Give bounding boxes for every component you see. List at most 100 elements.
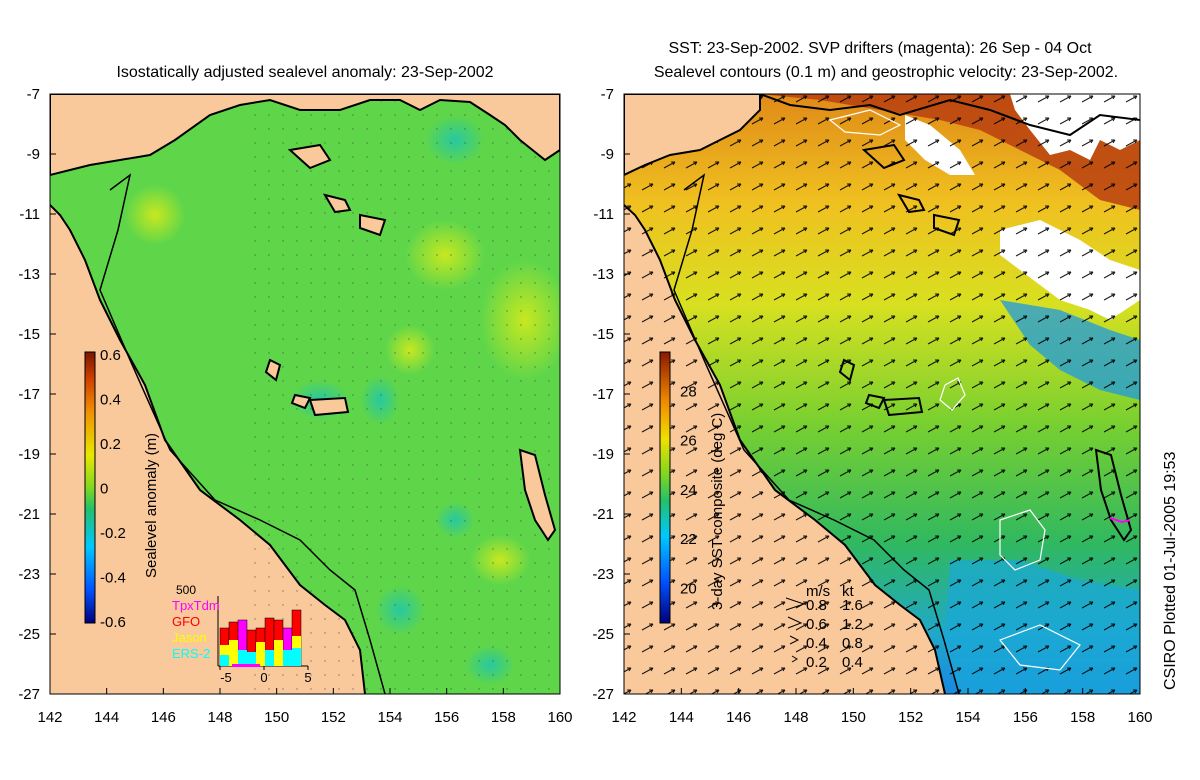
colorbar-tick-label: 28 xyxy=(680,383,697,400)
left-map xyxy=(50,94,560,694)
colorbar-tick-label: 26 xyxy=(680,433,697,450)
left-map-title: Isostatically adjusted sealevel anomaly:… xyxy=(116,64,494,81)
colorbar-tick-label: 24 xyxy=(680,482,697,499)
velocity-key-ms: 0.8 xyxy=(806,597,827,614)
x-tick-label: 144 xyxy=(669,709,694,726)
x-tick-label: 156 xyxy=(1013,709,1038,726)
velocity-key-rows: 0.8 1.6 0.6 1.2 0.4 0.8 0.2 0.4 xyxy=(806,597,863,671)
x-tick-label: 148 xyxy=(783,709,808,726)
inset-x-tick-label: 0 xyxy=(260,670,267,685)
velocity-key-kt: 1.6 xyxy=(842,597,863,614)
y-tick-label: -19 xyxy=(18,446,40,463)
x-tick-label: 142 xyxy=(611,709,636,726)
left-islands xyxy=(264,143,387,417)
right-sealevel-contours xyxy=(828,109,1081,671)
inset-legend-item: ERS-2 xyxy=(172,646,210,661)
inset-bars xyxy=(219,609,302,667)
y-tick-label: -25 xyxy=(592,626,614,643)
right-map xyxy=(624,94,1140,694)
right-colorbar xyxy=(659,351,671,624)
inset-x-tick-label: 5 xyxy=(304,670,311,685)
x-tick-label: 152 xyxy=(321,709,346,726)
inset-legend-item: GFO xyxy=(172,614,200,629)
velocity-key-header-kt: kt xyxy=(842,583,855,600)
colorbar-tick-label: 20 xyxy=(680,581,697,598)
x-tick-label: 152 xyxy=(898,709,923,726)
left-new-caledonia xyxy=(518,448,557,542)
velocity-key-kt: 1.2 xyxy=(842,616,863,633)
y-tick-label: -21 xyxy=(592,506,614,523)
plot-credit: CSIRO Plotted 01-Jul-2005 19:53 xyxy=(1162,451,1179,690)
x-tick-label: 154 xyxy=(377,709,402,726)
y-tick-label: -27 xyxy=(18,686,40,703)
x-tick-label: 154 xyxy=(955,709,980,726)
left-colorbar-ticks: 0.6 0.4 0.2 0 -0.2 -0.4 -0.6 xyxy=(100,347,126,631)
right-map-title-line2: Sealevel contours (0.1 m) and geostrophi… xyxy=(653,64,1119,81)
y-tick-label: -23 xyxy=(592,566,614,583)
right-map-title-line1: SST: 23-Sep-2002. SVP drifters (magenta)… xyxy=(668,40,1092,57)
inset-legend-item: Jason xyxy=(172,630,207,645)
x-tick-label: 142 xyxy=(37,709,62,726)
y-tick-label: -17 xyxy=(592,386,614,403)
x-tick-label: 150 xyxy=(841,709,866,726)
left-new-guinea-coast xyxy=(50,94,560,177)
y-tick-label: -19 xyxy=(592,446,614,463)
y-tick-label: -9 xyxy=(27,146,40,163)
y-tick-label: -7 xyxy=(27,86,40,103)
colorbar-tick-label: -0.2 xyxy=(100,525,126,542)
inset-x-axis: -5 0 5 xyxy=(220,670,311,685)
y-tick-label: -11 xyxy=(593,206,614,223)
inset-x-tick-label: -5 xyxy=(220,670,232,685)
y-tick-label: -13 xyxy=(18,266,40,283)
colorbar-tick-label: 22 xyxy=(680,531,697,548)
y-tick-label: -15 xyxy=(18,326,40,343)
y-tick-label: -25 xyxy=(18,626,40,643)
y-tick-label: -27 xyxy=(592,686,614,703)
left-shelf-contour xyxy=(99,173,386,694)
inset-top-value: 500 xyxy=(176,583,196,597)
left-australia-coast xyxy=(50,204,366,694)
velocity-key-kt: 0.8 xyxy=(842,635,863,652)
y-tick-label: -15 xyxy=(592,326,614,343)
colorbar-tick-label: 0.4 xyxy=(100,392,121,409)
velocity-key-arrows xyxy=(785,597,806,663)
left-data-inset xyxy=(217,596,309,670)
colorbar-tick-label: -0.4 xyxy=(100,570,126,587)
x-tick-label: 156 xyxy=(434,709,459,726)
left-colorbar xyxy=(84,351,96,624)
colorbar-tick-label: 0.6 xyxy=(100,347,121,364)
y-tick-label: -7 xyxy=(601,86,614,103)
y-tick-label: -11 xyxy=(19,206,40,223)
right-y-axis: -7 -9 -11 -13 -15 -17 -19 -21 -23 -25 -27 xyxy=(592,86,630,703)
x-tick-label: 158 xyxy=(491,709,516,726)
x-tick-label: 146 xyxy=(151,709,176,726)
colorbar-tick-label: 0 xyxy=(100,481,108,498)
velocity-key-ms: 0.2 xyxy=(806,654,827,671)
velocity-key-ms: 0.4 xyxy=(806,635,827,652)
x-tick-label: 150 xyxy=(264,709,289,726)
colorbar-tick-label: -0.6 xyxy=(100,614,126,631)
left-y-axis: -7 -9 -11 -13 -15 -17 -19 -21 -23 -25 -27 xyxy=(18,86,56,703)
x-tick-label: 146 xyxy=(726,709,751,726)
x-tick-label: 160 xyxy=(547,709,572,726)
right-drifter-track xyxy=(1109,517,1131,524)
x-tick-label: 160 xyxy=(1127,709,1152,726)
right-x-axis: 142 144 146 148 150 152 154 156 158 160 xyxy=(611,688,1153,726)
y-tick-label: -17 xyxy=(18,386,40,403)
colorbar-tick-label: 0.2 xyxy=(100,436,121,453)
y-tick-label: -13 xyxy=(592,266,614,283)
right-colorbar-ticks: 28 26 24 22 20 xyxy=(680,383,697,597)
y-tick-label: -23 xyxy=(18,566,40,583)
right-colorbar-label: 3-day SST composite (deg C) xyxy=(709,413,726,610)
x-tick-label: 158 xyxy=(1070,709,1095,726)
velocity-key-kt: 0.4 xyxy=(842,654,863,671)
y-tick-label: -21 xyxy=(18,506,40,523)
left-colorbar-label: Sealevel anomaly (m) xyxy=(143,433,160,578)
x-tick-label: 144 xyxy=(94,709,119,726)
left-x-axis: 142 144 146 148 150 152 154 156 158 160 xyxy=(37,688,573,726)
x-tick-label: 148 xyxy=(207,709,232,726)
velocity-key-header-ms: m/s xyxy=(806,583,830,600)
velocity-key-ms: 0.6 xyxy=(806,616,827,633)
